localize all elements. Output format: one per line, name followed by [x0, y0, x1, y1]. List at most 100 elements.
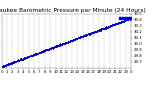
Point: [47, 49, 49, 50]
Point: [47, 49, 49, 50]
Point: [4, 65, 6, 66]
Point: [128, 18, 131, 20]
Point: [26, 56, 29, 58]
Point: [88, 33, 91, 35]
Point: [10, 63, 12, 64]
Point: [73, 39, 76, 40]
Point: [83, 34, 85, 36]
Point: [80, 37, 82, 38]
Point: [113, 24, 116, 26]
Point: [12, 61, 14, 62]
Point: [73, 39, 76, 40]
Point: [70, 39, 72, 41]
Point: [21, 58, 24, 59]
Point: [34, 53, 36, 54]
Point: [50, 47, 52, 49]
Point: [89, 33, 92, 34]
Point: [82, 35, 85, 36]
Point: [50, 47, 53, 49]
Point: [121, 20, 124, 22]
Point: [104, 28, 106, 30]
Point: [82, 35, 85, 37]
Point: [107, 26, 110, 28]
Point: [29, 55, 31, 57]
Point: [123, 20, 125, 21]
Point: [80, 35, 83, 37]
Point: [74, 38, 77, 39]
Point: [38, 52, 40, 53]
Point: [88, 33, 91, 34]
Point: [4, 66, 6, 67]
Point: [3, 65, 6, 66]
Point: [6, 63, 9, 65]
Point: [4, 65, 7, 66]
Point: [86, 33, 89, 35]
Point: [75, 38, 78, 40]
Point: [13, 61, 16, 62]
Point: [87, 33, 89, 35]
Point: [91, 32, 93, 33]
Point: [79, 36, 82, 38]
Point: [65, 41, 68, 43]
Point: [111, 24, 114, 26]
Point: [35, 52, 38, 53]
Point: [94, 32, 96, 33]
Point: [77, 37, 80, 38]
Point: [67, 41, 70, 43]
Point: [45, 50, 48, 51]
Point: [102, 27, 105, 29]
Point: [114, 23, 116, 25]
Point: [30, 55, 32, 56]
Point: [94, 31, 97, 32]
Point: [91, 32, 93, 34]
Point: [17, 60, 19, 62]
Point: [16, 60, 19, 61]
Point: [89, 32, 92, 33]
Point: [8, 63, 11, 65]
Point: [44, 50, 46, 52]
Point: [129, 17, 132, 19]
Point: [41, 51, 43, 52]
Point: [41, 50, 44, 52]
Point: [70, 41, 73, 42]
Point: [19, 60, 21, 61]
Point: [73, 39, 75, 40]
Point: [62, 43, 64, 45]
Point: [20, 59, 23, 60]
Point: [9, 63, 11, 64]
Point: [125, 18, 128, 20]
Point: [9, 63, 11, 64]
Point: [56, 46, 58, 47]
Point: [121, 21, 123, 22]
Point: [45, 48, 48, 50]
Point: [110, 25, 113, 27]
Point: [77, 37, 80, 39]
Point: [13, 62, 15, 63]
Point: [22, 58, 25, 59]
Point: [120, 20, 123, 22]
Point: [62, 43, 65, 44]
Point: [40, 52, 42, 53]
Point: [13, 62, 15, 63]
Point: [1, 65, 3, 66]
Point: [2, 66, 4, 67]
Point: [127, 18, 129, 19]
Point: [116, 23, 118, 24]
Point: [0, 66, 3, 67]
Point: [33, 54, 36, 55]
Point: [97, 30, 100, 32]
Point: [93, 31, 96, 33]
Point: [109, 26, 111, 27]
Point: [18, 60, 20, 61]
Point: [41, 51, 43, 52]
Point: [51, 47, 54, 49]
Point: [48, 49, 50, 50]
Point: [95, 31, 97, 32]
Point: [5, 64, 8, 66]
Point: [3, 64, 6, 66]
Point: [99, 28, 102, 30]
Point: [78, 37, 81, 39]
Point: [107, 26, 110, 27]
Point: [24, 58, 27, 59]
Point: [127, 18, 130, 19]
